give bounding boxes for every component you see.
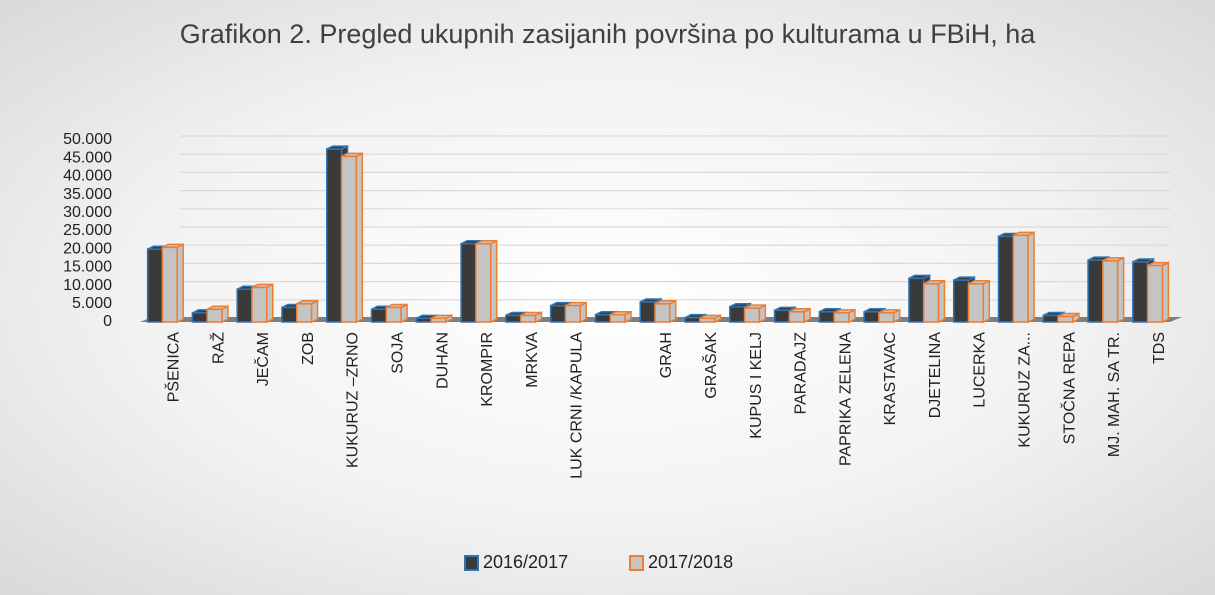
y-tick-label: 0 <box>103 313 112 330</box>
bar-side <box>265 283 274 324</box>
bar <box>1102 260 1119 323</box>
bar-side <box>355 152 364 324</box>
bar <box>460 242 477 323</box>
bar-side <box>982 279 991 324</box>
bar <box>729 305 746 323</box>
bar <box>549 304 567 323</box>
bar <box>236 288 253 323</box>
x-tick-label: DJETELINA <box>927 332 944 419</box>
bar-side <box>489 239 498 324</box>
bar <box>340 155 358 323</box>
x-tick-label: KUKURUZ ZA... <box>1016 332 1033 448</box>
x-tick-label: ZOB <box>300 332 317 365</box>
x-tick-label: DUHAN <box>434 332 451 389</box>
legend-swatch <box>629 555 644 571</box>
legend-swatch <box>464 555 479 571</box>
x-tick-label: PAPRIKA ZELENA <box>837 332 854 466</box>
bar <box>281 306 298 323</box>
bar <box>475 242 492 323</box>
bar-side <box>937 279 946 324</box>
bar <box>295 303 313 323</box>
x-tick-label: JEČAM <box>253 332 272 386</box>
bar <box>833 312 850 323</box>
bar <box>878 312 895 323</box>
bar <box>325 148 343 323</box>
bar <box>519 314 537 323</box>
bar <box>161 246 178 323</box>
y-tick-label: 50.000 <box>63 131 112 148</box>
bar <box>743 307 761 323</box>
bar <box>952 279 970 323</box>
bar <box>1132 261 1149 323</box>
x-tick-label: LUCERKA <box>972 332 989 408</box>
bar <box>206 308 223 323</box>
bar <box>967 283 985 323</box>
bar-side <box>1116 256 1125 324</box>
bar <box>251 286 268 323</box>
bar <box>773 309 791 323</box>
bar-side <box>1027 231 1035 324</box>
bar <box>385 306 402 323</box>
bar <box>1057 315 1074 323</box>
bar <box>415 317 432 323</box>
bar <box>639 301 656 323</box>
x-tick-label: KRASTAVAC <box>882 332 899 425</box>
bar <box>908 277 925 323</box>
bar <box>863 311 880 323</box>
bar <box>505 314 522 323</box>
bar <box>654 303 671 323</box>
bar <box>1012 234 1029 323</box>
bar <box>1146 264 1164 323</box>
bar <box>922 283 940 323</box>
x-tick-label: GRAH <box>658 332 675 378</box>
x-tick-label: PŠENICA <box>164 332 183 403</box>
bar <box>191 312 208 323</box>
bar-side <box>1161 261 1170 324</box>
bar <box>564 304 581 323</box>
y-tick-label: 5.000 <box>72 295 112 312</box>
bar <box>609 313 626 323</box>
x-tick-label: MJ. MAH. SA TR. <box>1106 332 1123 457</box>
bar <box>699 317 716 323</box>
bar-side <box>176 243 184 324</box>
chart-title: Grafikon 2. Pregled ukupnih zasijanih po… <box>179 19 1036 49</box>
y-tick-label: 10.000 <box>63 277 112 294</box>
x-tick-label: MRKVA <box>524 332 541 388</box>
bar <box>146 248 164 323</box>
bar <box>1087 259 1104 323</box>
x-tick-label: LUK CRNI /KAPULA <box>569 332 586 479</box>
x-tick-label: RAŽ <box>208 332 227 364</box>
bar <box>594 313 611 323</box>
x-tick-label: PARADAJZ <box>793 332 810 415</box>
bar <box>997 235 1015 323</box>
y-tick-label: 20.000 <box>63 240 112 257</box>
y-tick-label: 15.000 <box>63 259 112 276</box>
x-tick-label: TDS <box>1151 332 1168 364</box>
x-tick-label: KUKURUZ –ZRNO <box>345 332 362 468</box>
x-tick-label: SOJA <box>390 332 407 374</box>
bar <box>788 311 805 323</box>
y-tick-label: 25.000 <box>63 222 112 239</box>
bar <box>370 308 388 323</box>
x-tick-label: STOČNA REPA <box>1059 332 1078 445</box>
legend-label: 2016/2017 <box>483 552 568 572</box>
legend-label: 2017/2018 <box>648 552 733 572</box>
bar <box>818 311 835 323</box>
y-tick-label: 35.000 <box>63 186 112 203</box>
x-tick-label: GRAŠAK <box>701 332 720 399</box>
x-tick-label: KROMPIR <box>479 332 496 407</box>
y-tick-label: 45.000 <box>63 149 112 166</box>
bar <box>1042 314 1059 323</box>
y-tick-label: 30.000 <box>63 204 112 221</box>
bar <box>430 317 447 323</box>
y-tick-label: 40.000 <box>63 168 112 185</box>
x-tick-label: KUPUS I KELJ <box>748 332 765 439</box>
bar <box>684 316 701 323</box>
